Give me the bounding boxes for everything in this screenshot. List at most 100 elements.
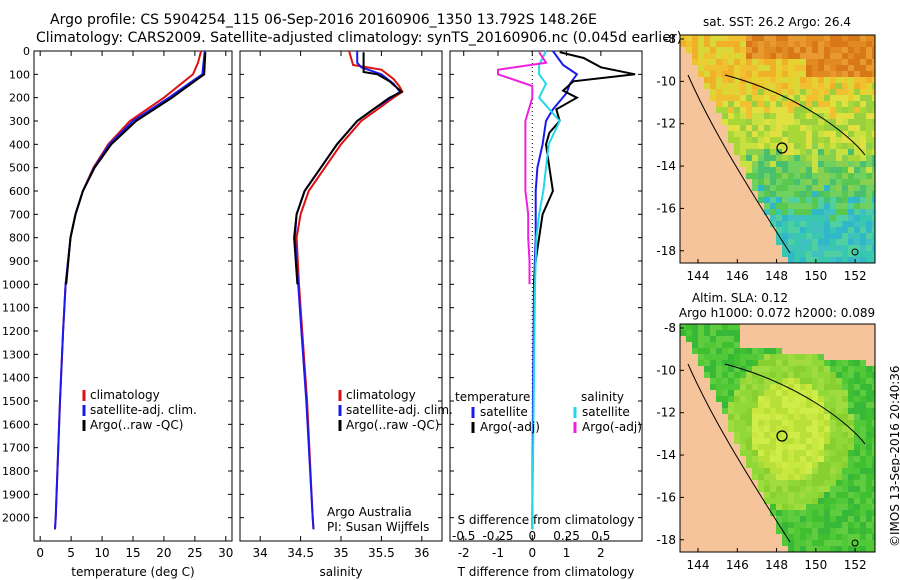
sst-map-cell <box>722 257 728 263</box>
sla-map-cell <box>860 480 866 486</box>
sla-map-cell <box>794 492 800 498</box>
sla-map-cell <box>710 432 716 438</box>
sla-map-cell <box>770 486 776 492</box>
sst-map-x-tick-label: 146 <box>726 269 749 283</box>
sla-map-cell <box>740 384 746 390</box>
sla-map-cell <box>746 324 752 330</box>
sst-map-cell <box>740 251 746 257</box>
sla-map-cell <box>800 534 806 540</box>
sla-map-cell <box>872 390 875 396</box>
sla-map-cell <box>812 408 818 414</box>
sst-map-cell <box>758 215 764 221</box>
sla-map-cell <box>686 402 692 408</box>
sla-map-cell <box>746 444 752 450</box>
sla-map-cell <box>788 516 794 522</box>
sla-map-cell <box>776 510 782 516</box>
sst-map-cell <box>710 245 716 251</box>
sla-map-cell <box>824 480 830 486</box>
sst-map-cell <box>734 149 740 155</box>
sst-map-cell <box>692 155 698 161</box>
sst-map-cell <box>764 167 770 173</box>
sst-map-cell <box>692 179 698 185</box>
sst-map-cell <box>830 89 836 95</box>
sla-map-cell <box>746 360 752 366</box>
sla-map-cell <box>824 468 830 474</box>
sst-map-cell <box>848 113 854 119</box>
sla-map-cell <box>806 432 812 438</box>
sla-map-cell <box>788 480 794 486</box>
sla-map-cell <box>704 360 710 366</box>
sla-map-cell <box>830 432 836 438</box>
sst-map-cell <box>770 149 776 155</box>
sla-map-cell <box>722 516 728 522</box>
sst-map-cell <box>704 125 710 131</box>
sla-map-group <box>680 324 875 552</box>
sst-map-cell <box>872 185 875 191</box>
sla-map-cell <box>866 438 872 444</box>
sst-map-cell <box>758 257 764 263</box>
sst-map-cell <box>758 161 764 167</box>
sst-map-cell <box>764 185 770 191</box>
sst-map-cell <box>872 167 875 173</box>
sla-map-cell <box>782 522 788 528</box>
sla-map-cell <box>740 534 746 540</box>
sst-map-cell <box>782 119 788 125</box>
sla-map-cell <box>782 462 788 468</box>
sla-map-cell <box>848 438 854 444</box>
sst-map-contour-line <box>724 74 866 156</box>
sla-map-cell <box>728 354 734 360</box>
sla-map-cell <box>716 420 722 426</box>
sla-map-cell <box>728 540 734 546</box>
sla-map-cell <box>854 324 860 330</box>
sst-map-cell <box>758 53 764 59</box>
sla-map-cell <box>716 384 722 390</box>
sst-map-cell <box>836 245 842 251</box>
sst-map-cell <box>746 209 752 215</box>
sla-map-cell <box>806 342 812 348</box>
sst-map-cell <box>728 119 734 125</box>
sla-map-cell <box>770 456 776 462</box>
sst-map-cell <box>794 41 800 47</box>
sla-map-cell <box>872 408 875 414</box>
sst-map-cell <box>752 191 758 197</box>
sla-map-cell <box>692 528 698 534</box>
sla-map-cell <box>866 480 872 486</box>
sla-map-cell <box>722 462 728 468</box>
sst-map-cell <box>776 65 782 71</box>
sla-map-cell <box>806 348 812 354</box>
sst-map-cell <box>782 137 788 143</box>
sla-map-cell <box>734 480 740 486</box>
sla-map-cell <box>734 522 740 528</box>
sst-map-cell <box>746 59 752 65</box>
sst-map-cell <box>746 197 752 203</box>
sla-map-cell <box>740 402 746 408</box>
sst-map-cell <box>692 125 698 131</box>
sst-map-cell <box>728 131 734 137</box>
sla-map-cell <box>680 516 686 522</box>
sla-map-cell <box>866 432 872 438</box>
sla-map-cell <box>716 480 722 486</box>
sst-map-cell <box>680 185 686 191</box>
sla-map-cell <box>752 402 758 408</box>
sla-map-cell <box>758 492 764 498</box>
sst-map-cell <box>806 233 812 239</box>
sla-map-cell <box>740 528 746 534</box>
sst-map-cell <box>698 215 704 221</box>
sla-map-cell <box>788 474 794 480</box>
sst-map-cell <box>866 65 872 71</box>
sst-map-cell <box>812 221 818 227</box>
sla-map-cell <box>704 354 710 360</box>
sla-map-cell <box>788 450 794 456</box>
sla-map-cell <box>872 540 875 546</box>
sst-map-cell <box>836 59 842 65</box>
sla-map-cell <box>824 336 830 342</box>
sla-map-cell <box>842 348 848 354</box>
sla-map-cell <box>806 516 812 522</box>
sst-map-cell <box>848 83 854 89</box>
sst-map-cell <box>752 185 758 191</box>
sla-map-cell <box>770 522 776 528</box>
sla-map-cell <box>764 522 770 528</box>
sst-map-cell <box>806 161 812 167</box>
sst-map-cell <box>728 35 734 41</box>
sst-map-cell <box>734 221 740 227</box>
